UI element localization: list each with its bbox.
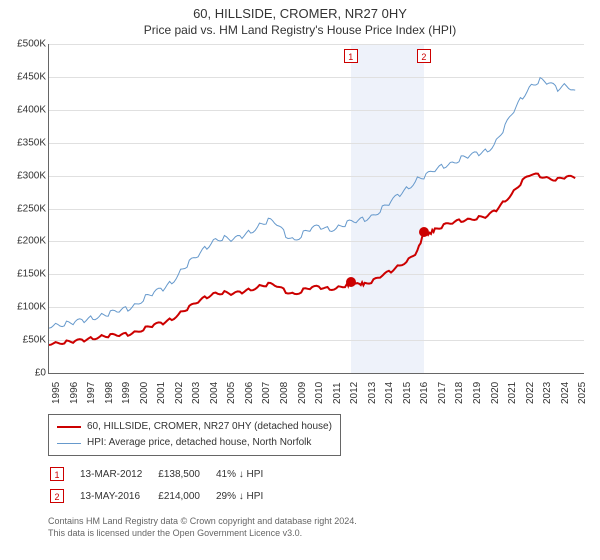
x-tick-label: 1996	[69, 382, 80, 404]
x-tick-label: 2021	[507, 382, 518, 404]
y-tick-label: £150K	[2, 269, 46, 280]
x-axis-labels: 1995 1996 1997 1998 1999 2000 2001 2002 2003 2004…	[48, 374, 584, 408]
chart-subtitle: Price paid vs. HM Land Registry's House …	[0, 21, 600, 41]
footer-line: This data is licensed under the Open Gov…	[48, 528, 357, 540]
x-tick-label: 2013	[367, 382, 378, 404]
y-tick-label: £50K	[2, 335, 46, 346]
x-tick-label: 2003	[191, 382, 202, 404]
x-tick-label: 2008	[279, 382, 290, 404]
x-tick-label: 2023	[542, 382, 553, 404]
x-tick-label: 2019	[472, 382, 483, 404]
y-tick-label: £100K	[2, 302, 46, 313]
sale-badge: 1	[50, 467, 64, 481]
x-tick-label: 1995	[51, 382, 62, 404]
x-tick-label: 2022	[525, 382, 536, 404]
x-tick-label: 2007	[261, 382, 272, 404]
x-tick-label: 2024	[560, 382, 571, 404]
x-tick-label: 2020	[490, 382, 501, 404]
x-tick-label: 2016	[419, 382, 430, 404]
line-hpi	[49, 78, 575, 329]
sale-marker: 2	[419, 227, 429, 237]
sale-marker: 1	[346, 277, 356, 287]
sale-badge: 2	[50, 489, 64, 503]
footer-line: Contains HM Land Registry data © Crown c…	[48, 516, 357, 528]
sale-price: £138,500	[158, 464, 214, 484]
sale-delta: 41% ↓ HPI	[216, 464, 277, 484]
line-property	[49, 174, 575, 346]
legend-swatch	[57, 426, 81, 428]
x-tick-label: 2005	[226, 382, 237, 404]
x-tick-label: 2004	[209, 382, 220, 404]
legend-label: HPI: Average price, detached house, Nort…	[87, 435, 311, 451]
x-tick-label: 2014	[384, 382, 395, 404]
legend: 60, HILLSIDE, CROMER, NR27 0HY (detached…	[48, 414, 341, 456]
x-tick-label: 2010	[314, 382, 325, 404]
sale-price: £214,000	[158, 486, 214, 506]
x-tick-label: 2012	[349, 382, 360, 404]
x-tick-label: 1997	[86, 382, 97, 404]
y-tick-label: £500K	[2, 39, 46, 50]
table-row: 2 13-MAY-2016 £214,000 29% ↓ HPI	[50, 486, 277, 506]
x-tick-label: 2000	[139, 382, 150, 404]
table-row: 1 13-MAR-2012 £138,500 41% ↓ HPI	[50, 464, 277, 484]
chart-container: 60, HILLSIDE, CROMER, NR27 0HY Price pai…	[0, 0, 600, 560]
sale-date: 13-MAY-2016	[80, 486, 156, 506]
x-tick-label: 2001	[156, 382, 167, 404]
plot-svg	[49, 44, 584, 373]
legend-item-hpi: HPI: Average price, detached house, Nort…	[57, 435, 332, 451]
footer: Contains HM Land Registry data © Crown c…	[48, 516, 357, 539]
x-tick-label: 1998	[104, 382, 115, 404]
x-tick-label: 1999	[121, 382, 132, 404]
x-tick-label: 2017	[437, 382, 448, 404]
sale-date: 13-MAR-2012	[80, 464, 156, 484]
x-tick-label: 2025	[577, 382, 588, 404]
x-tick-label: 2002	[174, 382, 185, 404]
plot-area: 12	[48, 44, 584, 374]
x-tick-label: 2018	[454, 382, 465, 404]
chart-title: 60, HILLSIDE, CROMER, NR27 0HY	[0, 0, 600, 21]
legend-item-property: 60, HILLSIDE, CROMER, NR27 0HY (detached…	[57, 419, 332, 435]
y-tick-label: £300K	[2, 170, 46, 181]
y-tick-label: £350K	[2, 137, 46, 148]
y-tick-label: £0	[2, 368, 46, 379]
legend-swatch	[57, 443, 81, 444]
x-tick-label: 2011	[332, 382, 343, 404]
y-tick-label: £450K	[2, 71, 46, 82]
x-tick-label: 2006	[244, 382, 255, 404]
sales-table: 1 13-MAR-2012 £138,500 41% ↓ HPI 2 13-MA…	[48, 462, 279, 508]
y-tick-label: £250K	[2, 203, 46, 214]
y-tick-label: £200K	[2, 236, 46, 247]
x-tick-label: 2009	[297, 382, 308, 404]
x-tick-label: 2015	[402, 382, 413, 404]
legend-label: 60, HILLSIDE, CROMER, NR27 0HY (detached…	[87, 419, 332, 435]
sale-delta: 29% ↓ HPI	[216, 486, 277, 506]
y-tick-label: £400K	[2, 104, 46, 115]
